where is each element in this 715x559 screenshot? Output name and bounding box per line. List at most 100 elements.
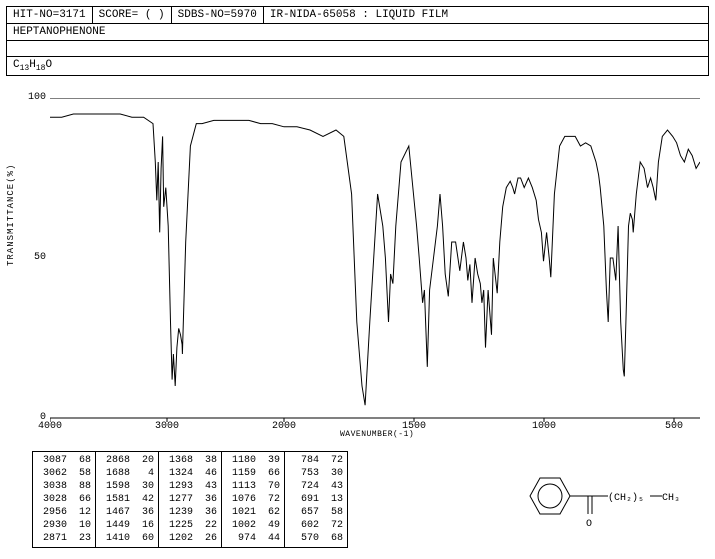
peak-transmittance: 22 (199, 519, 217, 532)
peak-wavenumber: 1368 (163, 454, 193, 467)
peak-transmittance: 39 (262, 454, 280, 467)
svg-text:O: O (586, 519, 592, 530)
peak-transmittance: 72 (325, 519, 343, 532)
peak-transmittance: 58 (325, 506, 343, 519)
peak-wavenumber: 1598 (100, 480, 130, 493)
peak-wavenumber: 3038 (37, 480, 67, 493)
peak-row: 141060 (100, 532, 154, 545)
peak-row: 111370 (226, 480, 280, 493)
peak-row: 123936 (163, 506, 217, 519)
peak-transmittance: 88 (73, 480, 91, 493)
peak-wavenumber: 974 (226, 532, 256, 545)
peak-transmittance: 13 (325, 493, 343, 506)
ir-spectrum-chart (50, 98, 700, 423)
sdbs-no-cell: SDBS-NO=5970 (172, 7, 264, 23)
peak-wavenumber: 753 (289, 467, 319, 480)
peak-column: 1180391159661113701076721021621002499744… (222, 452, 285, 547)
peak-row: 3087 68 (37, 454, 91, 467)
peak-transmittance: 58 (73, 467, 91, 480)
peak-wavenumber: 2930 (37, 519, 67, 532)
blank-row (6, 41, 709, 57)
peak-row: 2930 10 (37, 519, 91, 532)
peak-wavenumber: 2871 (37, 532, 67, 545)
peak-wavenumber: 1467 (100, 506, 130, 519)
peak-wavenumber: 691 (289, 493, 319, 506)
peak-transmittance: 49 (262, 519, 280, 532)
peak-wavenumber: 3028 (37, 493, 67, 506)
y-tick: 50 (28, 252, 46, 263)
peak-transmittance: 70 (262, 480, 280, 493)
peak-transmittance: 68 (325, 532, 343, 545)
peak-wavenumber: 1449 (100, 519, 130, 532)
x-tick: 3000 (155, 421, 179, 432)
peak-row: 127736 (163, 493, 217, 506)
peak-wavenumber: 784 (289, 454, 319, 467)
peak-row: 1467 36 (100, 506, 154, 519)
peak-table: 3087683062583038883028662956122930102871… (32, 451, 348, 548)
peak-wavenumber: 1180 (226, 454, 256, 467)
peak-row: 72443 (289, 480, 343, 493)
peak-wavenumber: 2868 (100, 454, 130, 467)
peak-wavenumber: 1076 (226, 493, 256, 506)
peak-column: 3087683062583038883028662956122930102871… (33, 452, 96, 547)
peak-wavenumber: 3062 (37, 467, 67, 480)
peak-transmittance: 36 (136, 506, 154, 519)
peak-row: 1180 39 (226, 454, 280, 467)
peak-row: 3038 88 (37, 480, 91, 493)
peak-row: 691 13 (289, 493, 343, 506)
peak-row: 295612 (37, 506, 91, 519)
formula-c: 13 (20, 64, 30, 73)
peak-wavenumber: 1225 (163, 519, 193, 532)
peak-transmittance: 10 (73, 519, 91, 532)
peak-transmittance: 16 (136, 519, 154, 532)
peak-column: 1368381324461293431277361239361225221202… (159, 452, 222, 547)
peak-row: 158142 (100, 493, 154, 506)
x-tick: 1500 (402, 421, 426, 432)
peak-wavenumber: 1202 (163, 532, 193, 545)
compound-name: HEPTANOPHENONE (13, 26, 105, 38)
x-tick: 1000 (532, 421, 556, 432)
y-tick: 100 (28, 92, 46, 103)
peak-row: 974 44 (226, 532, 280, 545)
peak-row: 1688 4 (100, 467, 154, 480)
peak-row: 1449 16 (100, 519, 154, 532)
peak-wavenumber: 1277 (163, 493, 193, 506)
peak-transmittance: 66 (262, 467, 280, 480)
peak-wavenumber: 1581 (100, 493, 130, 506)
x-tick: 4000 (38, 421, 62, 432)
svg-text:CH₃: CH₃ (662, 493, 680, 504)
peak-transmittance: 44 (262, 532, 280, 545)
svg-text:(CH₂)₅: (CH₂)₅ (608, 492, 644, 504)
peak-transmittance: 26 (199, 532, 217, 545)
peak-wavenumber: 3087 (37, 454, 67, 467)
header-row: HIT-NO=3171 SCORE= ( ) SDBS-NO=5970 IR-N… (6, 6, 709, 24)
y-axis-label: TRANSMITTANCE(%) (6, 164, 16, 266)
peak-transmittance: 36 (199, 506, 217, 519)
peak-row: 115966 (226, 467, 280, 480)
peak-row: 1202 26 (163, 532, 217, 545)
peak-row: 1293 43 (163, 480, 217, 493)
peak-row: 286820 (100, 454, 154, 467)
peak-wavenumber: 1293 (163, 480, 193, 493)
peak-transmittance: 43 (199, 480, 217, 493)
peak-wavenumber: 1324 (163, 467, 193, 480)
peak-row: 3062 58 (37, 467, 91, 480)
peak-transmittance: 66 (73, 493, 91, 506)
peak-row: 3028 66 (37, 493, 91, 506)
peak-wavenumber: 1688 (100, 467, 130, 480)
sdbs-no: SDBS-NO=5970 (178, 9, 257, 21)
peak-wavenumber: 1002 (226, 519, 256, 532)
score: SCORE= ( ) (99, 9, 165, 21)
peak-transmittance: 62 (262, 506, 280, 519)
ir-info: IR-NIDA-65058 : LIQUID FILM (270, 9, 448, 21)
peak-transmittance: 72 (325, 454, 343, 467)
peak-row: 75330 (289, 467, 343, 480)
peak-row: 287123 (37, 532, 91, 545)
peak-row: 1225 22 (163, 519, 217, 532)
peak-transmittance: 68 (73, 454, 91, 467)
peak-transmittance: 4 (136, 467, 154, 480)
peak-row: 132446 (163, 467, 217, 480)
peak-wavenumber: 657 (289, 506, 319, 519)
peak-transmittance: 43 (325, 480, 343, 493)
peak-wavenumber: 602 (289, 519, 319, 532)
